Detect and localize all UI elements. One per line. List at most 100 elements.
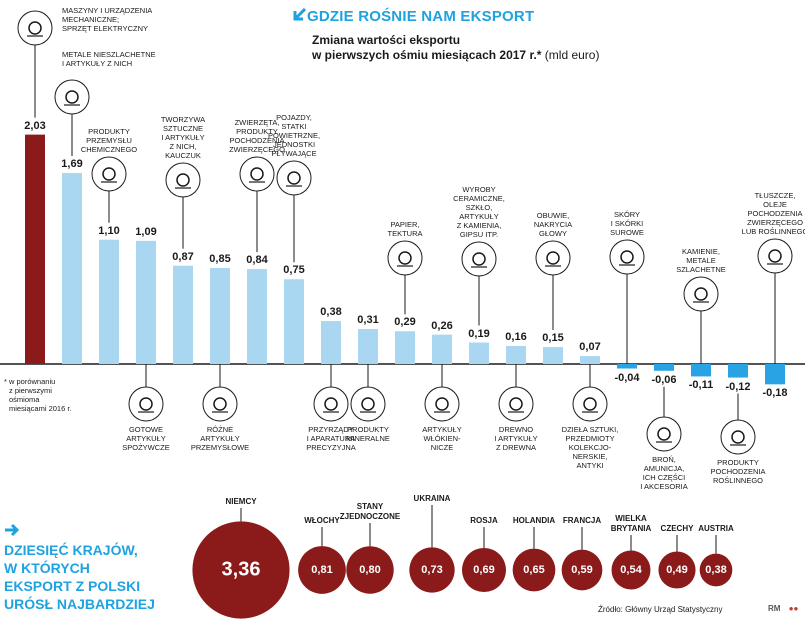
category-line: ARTYKUŁY: [459, 212, 499, 221]
category-line: PRODUKTY: [717, 458, 759, 467]
bar-value-label: 0,84: [246, 254, 268, 267]
bar-value-label: 1,69: [61, 158, 83, 171]
bar: [173, 265, 193, 364]
footnote-line: * w porównaniu: [4, 377, 56, 386]
category-line: Z NICH,: [169, 142, 197, 151]
bar-value-label: 0,26: [431, 319, 453, 332]
category-line: SPRZĘT ELEKTRYCZNY: [62, 24, 148, 33]
category-line: PRODUKTY: [236, 127, 278, 136]
category-line: POJAZDY,: [276, 113, 312, 122]
bubble-value-label: 3,36: [221, 558, 261, 581]
country-name-line: WIELKA: [615, 514, 647, 523]
bar-category-label: PAPIER, TEKTURA: [387, 220, 422, 238]
bar: [395, 331, 415, 364]
bar: [469, 342, 489, 364]
bar-value-label: -0,12: [725, 380, 751, 393]
category-line: PRECYZYJNA: [306, 443, 356, 452]
category-line: NAKRYCIA: [533, 220, 573, 229]
country-bubble: [699, 553, 733, 587]
category-line: GIPSU ITP.: [459, 230, 499, 239]
category-line: RÓŻNE: [206, 425, 234, 434]
bar-category-label: DZIEŁA SZTUKI, PRZEDMIOTY KOLEKCJO- NERSKIE…: [562, 425, 619, 470]
bubble-value-label: 0,80: [359, 564, 381, 576]
tank-top-icon: [424, 386, 460, 422]
bar: [358, 328, 378, 364]
bubble-value-label: 0,49: [666, 564, 688, 576]
country-name-line: FRANCJA: [562, 516, 602, 525]
category-line: SZTUCZNE: [162, 124, 203, 133]
country-label: WŁOCHY: [304, 516, 340, 526]
bubble-value-label: 0,54: [620, 564, 642, 576]
bar-value-label: 0,29: [394, 316, 416, 329]
countries-title-line: W KTÓRYCH: [4, 560, 90, 576]
bar-category-label: TŁUSZCZE, OLEJE POCHODZENIA ZWIERZĘCEGO LUB …: [742, 191, 805, 236]
country-label: NIEMCY: [225, 497, 256, 507]
category-line: POWIETRZNE,: [267, 131, 321, 140]
arrow-right-icon: [4, 523, 155, 541]
country-label: AUSTRIA: [698, 524, 734, 534]
category-line: WYROBY: [462, 185, 496, 194]
category-line: I ARTYKUŁY Z NICH: [62, 59, 133, 68]
category-line: CHEMICZNEGO: [80, 145, 138, 154]
countries-title-line: DZIESIĘĆ KRAJÓW,: [4, 542, 138, 558]
category-line: Z KAMIENIA,: [456, 221, 502, 230]
category-line: CERAMICZNE,: [453, 194, 505, 203]
country-bubble: [658, 551, 696, 589]
subtitle-line-1: Zmiana wartości eksportu: [312, 33, 461, 47]
category-line: ARTYKUŁY: [422, 425, 462, 434]
footnote-line: miesiącami 2016 r.: [9, 404, 72, 413]
bar-value-label: -0,04: [614, 371, 640, 384]
category-line: STATKI: [281, 122, 307, 131]
category-line: I ARTYKUŁY: [161, 133, 205, 142]
category-line: PRZEMYSŁU: [86, 136, 132, 145]
category-line: NERSKIE,: [572, 452, 608, 461]
category-line: I APARATURA: [306, 434, 356, 443]
category-line: I SKÓRKI: [610, 219, 644, 228]
microscope-icon: [313, 386, 349, 422]
country-bubble: [409, 547, 455, 593]
bubble-value-label: 0,73: [421, 564, 443, 576]
category-line: SKÓRY: [613, 210, 641, 219]
bar-category-label: RÓŻNE ARTYKUŁY PRZEMYSŁOWE: [191, 425, 249, 452]
croissant-icon: [128, 386, 164, 422]
category-line: SUROWE: [610, 228, 644, 237]
sailboat-icon: [276, 160, 312, 196]
country-bubble: [298, 546, 346, 594]
category-line: KOLEKCJO-: [568, 443, 612, 452]
country-name-line: WŁOCHY: [304, 516, 340, 525]
bar-value-label: 1,09: [135, 225, 157, 238]
country-bubble: [346, 546, 394, 594]
bar: [284, 279, 304, 364]
coil-icon: [165, 162, 201, 198]
bar-category-label: PRODUKTY MINERALNE: [346, 425, 390, 443]
country-bubble: [611, 550, 651, 590]
bar: [136, 240, 156, 364]
country-name-line: ZJEDNOCZONE: [339, 512, 401, 521]
bar: [210, 267, 230, 364]
category-line: PAPIER,: [390, 220, 420, 229]
bar: [247, 269, 267, 364]
country-label: STANY ZJEDNOCZONE: [340, 502, 400, 522]
bar-value-label: 0,87: [172, 250, 194, 263]
arrow-icon: [293, 7, 307, 25]
country-bubble: [192, 521, 290, 619]
bar-value-label: 0,16: [505, 330, 527, 343]
country-label: UKRAINA: [414, 494, 451, 504]
bubble-value-label: 0,81: [311, 564, 333, 576]
bar-category-label: POJAZDY, STATKI POWIETRZNE, JEDNOSTKI PŁYWAJ…: [268, 113, 320, 158]
source-note: Źródło: Główny Urząd Statystyczny: [598, 605, 723, 614]
category-line: TŁUSZCZE,: [754, 191, 796, 200]
category-line: MECHANICZNE;: [62, 15, 120, 24]
chart-title: GDZIE ROŚNIE NAM EKSPORT: [293, 7, 534, 25]
jar-icon: [720, 419, 756, 455]
bar: [543, 347, 563, 364]
category-line: ROŚLINNEGO: [712, 476, 764, 485]
logo-icon: ●●: [788, 604, 799, 613]
category-line: WŁÓKIEN-: [423, 434, 461, 443]
bar-value-label: 0,85: [209, 252, 231, 265]
flask-icon: [91, 156, 127, 192]
country-name-line: NIEMCY: [225, 497, 257, 506]
category-line: I AKCESORIA: [640, 482, 688, 491]
